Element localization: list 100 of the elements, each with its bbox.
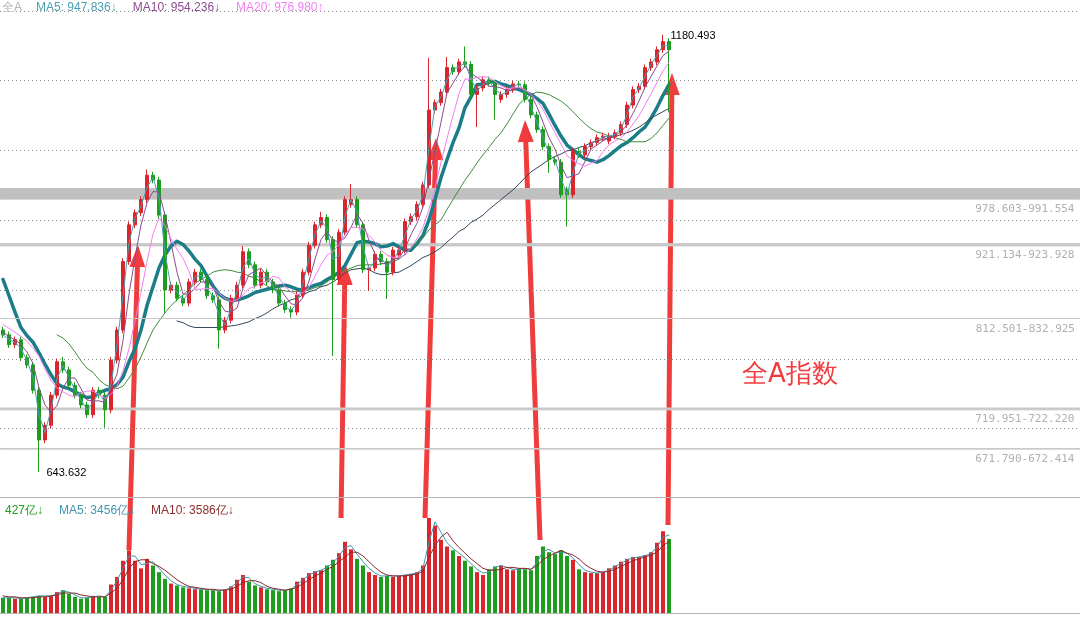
band-label: 719.951-722.220 (975, 412, 1075, 426)
bar (331, 559, 335, 613)
bar (637, 556, 641, 613)
bar (517, 568, 521, 613)
bar (271, 590, 275, 613)
bar (427, 518, 431, 613)
bar (361, 565, 365, 613)
bar (613, 565, 617, 613)
bar (643, 555, 647, 613)
bar (529, 570, 533, 613)
bar (355, 558, 359, 613)
bar (127, 550, 131, 613)
text: MA10: 3586亿↓ (151, 503, 234, 517)
bar (577, 569, 581, 613)
band-label: 671.790-672.414 (975, 451, 1075, 465)
bar (85, 597, 89, 613)
bar (439, 539, 443, 613)
bar (487, 569, 491, 613)
bar (583, 572, 587, 613)
bar (553, 554, 557, 613)
bar (79, 598, 83, 613)
bar (223, 589, 227, 613)
bar (475, 572, 479, 613)
bar (469, 566, 473, 613)
bar (343, 541, 347, 613)
bar (325, 565, 329, 613)
bar (559, 550, 563, 613)
bar (217, 591, 221, 613)
bar (607, 568, 611, 613)
bar (619, 561, 623, 613)
bar (337, 553, 341, 613)
bar (1, 597, 5, 613)
bar (667, 538, 671, 613)
annotation: 1180.493 (670, 28, 716, 41)
bar (649, 552, 653, 613)
annotation: 全A指数 (742, 358, 838, 388)
bar (181, 587, 185, 613)
bar (493, 566, 497, 613)
bar (511, 570, 515, 613)
bar (25, 597, 29, 613)
bar (565, 556, 569, 613)
bar (601, 572, 605, 613)
bar (277, 591, 281, 613)
bar (367, 572, 371, 613)
bar (139, 568, 143, 613)
bar (535, 556, 539, 613)
bar (655, 542, 659, 613)
bar (73, 596, 77, 613)
bar (391, 576, 395, 613)
bar (349, 549, 353, 613)
bar (631, 556, 635, 613)
bar (547, 552, 551, 613)
bar (373, 575, 377, 613)
bar (397, 575, 401, 613)
bar (379, 576, 383, 613)
band-label: 921.134-923.928 (975, 248, 1075, 262)
bar (409, 574, 413, 613)
candlestick (331, 235, 335, 357)
bar (187, 588, 191, 613)
bar (289, 588, 293, 613)
bar (421, 565, 425, 613)
bar (589, 573, 593, 613)
bar (199, 589, 203, 613)
bar (97, 596, 101, 613)
bar (385, 575, 389, 613)
bar (571, 559, 575, 613)
bar (253, 585, 257, 613)
bar (13, 598, 17, 613)
bar (445, 546, 449, 613)
bar (43, 596, 47, 613)
bar (31, 596, 35, 613)
bar (301, 577, 305, 613)
bar (283, 590, 287, 613)
chart-title: 全A (2, 0, 23, 14)
bar (307, 573, 311, 613)
candlestick (367, 264, 371, 292)
bar (661, 531, 665, 613)
bar (259, 587, 263, 613)
bar (163, 578, 167, 613)
bar (505, 569, 509, 613)
bar (151, 565, 155, 613)
bar (313, 571, 317, 613)
bar (463, 560, 467, 613)
bar (133, 560, 137, 613)
band-label: 978.603-991.554 (975, 201, 1075, 215)
bar (67, 594, 71, 613)
bar (451, 550, 455, 613)
bar (481, 575, 485, 613)
bar (595, 573, 599, 613)
bar (433, 525, 437, 613)
bar (193, 589, 197, 613)
bar (265, 589, 269, 613)
text: MA5: 947.836↓ (36, 0, 117, 14)
bar (499, 565, 503, 613)
bar (103, 596, 107, 613)
text: 427亿↓ (5, 503, 44, 517)
bar (403, 575, 407, 613)
bar (205, 590, 209, 613)
bar (625, 558, 629, 613)
bar (319, 570, 323, 613)
